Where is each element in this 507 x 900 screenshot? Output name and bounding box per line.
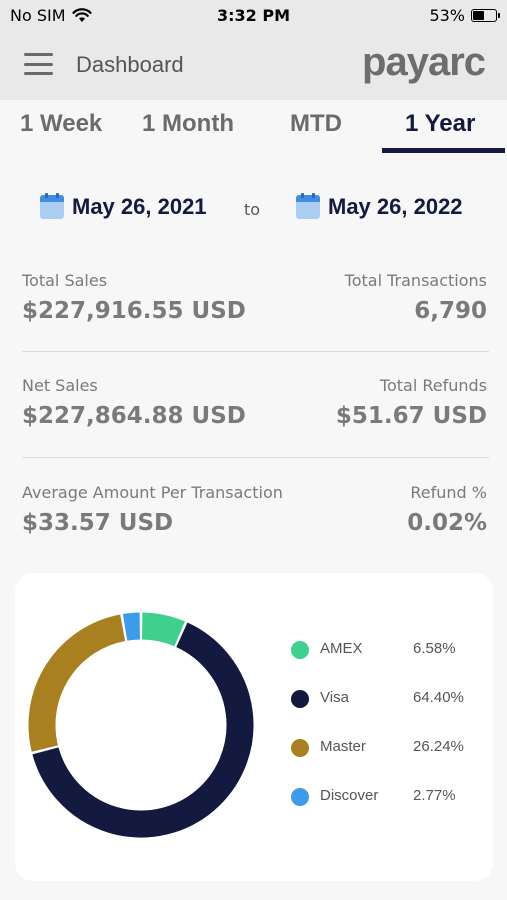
- card-brand-chart-card: AMEX 6.58% Visa 64.40% Master 26.24% Discover 2…: [15, 573, 493, 881]
- battery-percent: 53%: [429, 6, 465, 25]
- total-transactions-label: Total Transactions: [344, 271, 487, 290]
- net-sales-value: $227,864.88 USD: [22, 403, 246, 429]
- legend-item-amex: AMEX 6.58%: [291, 639, 481, 688]
- legend-dot: [291, 641, 309, 659]
- donut-slice-master[interactable]: [28, 614, 126, 752]
- total-sales-value: $227,916.55 USD: [22, 298, 246, 324]
- tab-mtd[interactable]: MTD: [290, 110, 342, 137]
- date-range: May 26, 2021 to May 26, 2022: [0, 190, 507, 230]
- avg-per-transaction-label: Average Amount Per Transaction: [22, 483, 283, 502]
- tab-1-year[interactable]: 1 Year: [405, 110, 476, 137]
- legend-label: AMEX: [320, 640, 363, 657]
- total-sales-label: Total Sales: [22, 271, 108, 290]
- legend-value: 64.40%: [413, 689, 464, 706]
- total-transactions-value: 6,790: [414, 298, 487, 324]
- legend-dot: [291, 788, 309, 806]
- avg-per-transaction-value: $33.57 USD: [22, 510, 174, 536]
- legend-label: Discover: [320, 787, 379, 804]
- period-tabs: 1 Week 1 Month MTD 1 Year: [0, 100, 507, 156]
- total-refunds-value: $51.67 USD: [335, 403, 487, 429]
- legend-value: 6.58%: [413, 640, 456, 657]
- battery-info: 53%: [429, 6, 500, 25]
- start-date: May 26, 2021: [72, 194, 207, 219]
- legend-item-discover: Discover 2.77%: [291, 786, 481, 835]
- start-date-picker[interactable]: May 26, 2021: [40, 193, 207, 220]
- legend-label: Master: [320, 738, 366, 755]
- total-sales-stat: Total Sales $227,916.55 USD: [22, 271, 487, 324]
- legend-dot: [291, 739, 309, 757]
- battery-icon: [471, 9, 500, 22]
- active-tab-indicator: [382, 148, 505, 153]
- legend-value: 2.77%: [413, 787, 456, 804]
- net-sales-stat: Net Sales $227,864.88 USD: [22, 376, 487, 429]
- wifi-icon: [71, 8, 92, 22]
- avg-per-transaction-stat: Average Amount Per Transaction $33.57 US…: [22, 483, 487, 536]
- date-range-separator: to: [244, 200, 261, 219]
- carrier-label: No SIM: [10, 6, 66, 25]
- hamburger-menu-icon[interactable]: [24, 53, 53, 75]
- end-date-picker[interactable]: May 26, 2022: [296, 193, 463, 220]
- chart-legend: AMEX 6.58% Visa 64.40% Master 26.24% Discover 2…: [291, 639, 481, 835]
- donut-slice-amex[interactable]: [141, 612, 185, 647]
- stats-row-average: Average Amount Per Transaction $33.57 US…: [22, 483, 487, 536]
- net-sales-label: Net Sales: [22, 376, 98, 395]
- total-transactions-stat: Total Transactions 6,790: [345, 271, 487, 324]
- divider: [22, 457, 489, 458]
- carrier-info: No SIM: [10, 6, 92, 25]
- divider: [22, 351, 489, 352]
- tab-1-week[interactable]: 1 Week: [20, 110, 103, 137]
- legend-item-visa: Visa 64.40%: [291, 688, 481, 737]
- refund-pct-value: 0.02%: [407, 510, 487, 536]
- refund-pct-stat: Refund % 0.02%: [407, 483, 487, 536]
- status-time: 3:32 PM: [216, 6, 290, 25]
- calendar-icon: [296, 193, 320, 219]
- calendar-icon: [40, 193, 64, 219]
- total-refunds-label: Total Refunds: [379, 376, 487, 395]
- legend-value: 26.24%: [413, 738, 464, 755]
- legend-dot: [291, 690, 309, 708]
- payarc-logo: payarc: [362, 40, 486, 84]
- page-title: Dashboard: [76, 52, 184, 77]
- donut-slice-visa[interactable]: [32, 622, 254, 838]
- stats-row-net: Net Sales $227,864.88 USD Total Refunds …: [22, 376, 487, 429]
- donut-slice-discover[interactable]: [122, 612, 141, 641]
- legend-label: Visa: [320, 689, 349, 706]
- status-bar: No SIM 3:32 PM 53%: [0, 0, 507, 30]
- end-date: May 26, 2022: [328, 194, 463, 219]
- card-brand-donut-chart: [28, 612, 254, 838]
- app-header: Dashboard payarc: [0, 30, 507, 100]
- refund-pct-label: Refund %: [410, 483, 487, 502]
- tab-1-month[interactable]: 1 Month: [142, 110, 234, 137]
- stats-row-sales: Total Sales $227,916.55 USD Total Transa…: [22, 271, 487, 324]
- total-refunds-stat: Total Refunds $51.67 USD: [336, 376, 487, 429]
- legend-item-master: Master 26.24%: [291, 737, 481, 786]
